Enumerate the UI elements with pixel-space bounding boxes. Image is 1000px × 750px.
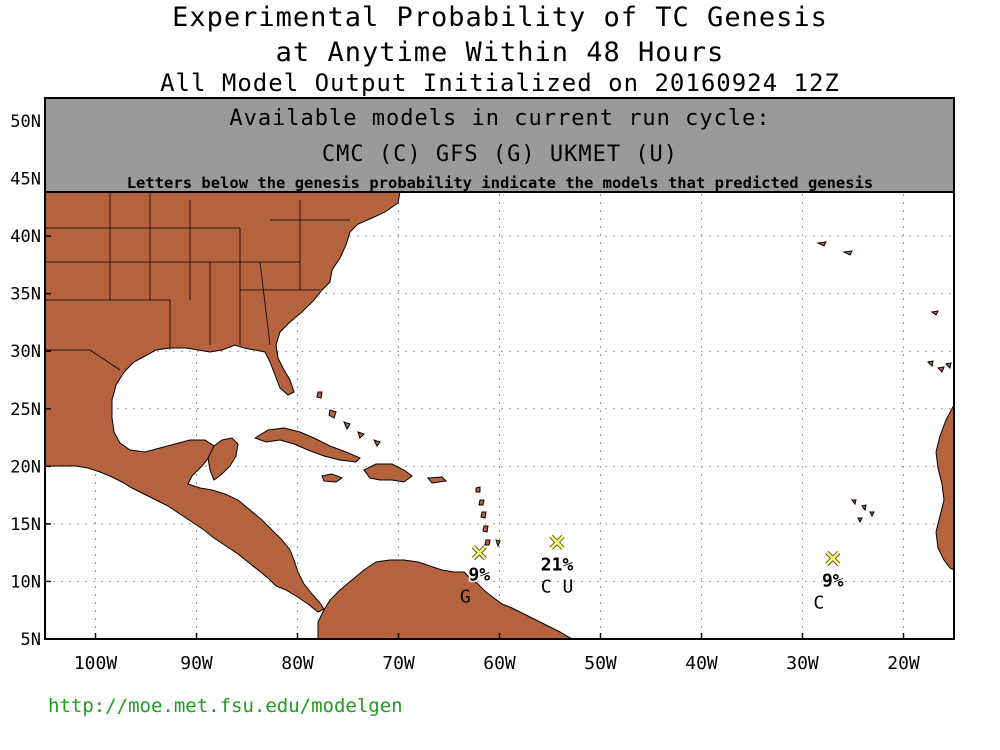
land-bahamas — [316, 391, 381, 447]
lon-tick-label: 70W — [382, 653, 415, 674]
lon-tick-label: 20W — [887, 653, 920, 674]
land-layer — [45, 191, 954, 639]
land-cuba — [253, 427, 361, 463]
lat-tick-label: 45N — [10, 170, 41, 190]
title-line-2: at Anytime Within 48 Hours — [275, 37, 725, 68]
lon-tick-label: 50W — [584, 653, 617, 674]
lon-tick-label: 60W — [483, 653, 516, 674]
lat-tick-label: 40N — [10, 227, 41, 247]
lat-tick-label: 15N — [10, 515, 41, 535]
genesis-marker: 9%C — [813, 550, 845, 613]
land-jamaica — [321, 473, 344, 483]
lat-tick-label: 35N — [10, 285, 41, 305]
genesis-probability: 9% — [822, 570, 844, 591]
marker-x — [550, 535, 564, 550]
genesis-marker: 21%C U — [539, 534, 575, 597]
lat-tick-label: 10N — [10, 572, 41, 592]
lat-tick-label: 25N — [10, 400, 41, 420]
land-lesser-antilles — [475, 486, 501, 548]
marker-x — [472, 545, 487, 560]
title-line-1: Experimental Probability of TC Genesis — [172, 2, 828, 33]
lat-tick-label: 20N — [10, 457, 41, 477]
info-box-line-2: CMC (C) GFS (G) UKMET (U) — [322, 142, 678, 167]
map-axes: 100W 90W 80W 70W 60W 50W 40W 30W 20W 5N 10N 15N 20N 2… — [10, 112, 920, 674]
land-hispaniola — [363, 463, 413, 483]
lon-tick-label: 90W — [180, 653, 213, 674]
genesis-models: C — [813, 592, 824, 613]
land-atlantic-islands — [816, 241, 952, 524]
land-south-america — [317, 559, 573, 639]
lat-tick-label: 50N — [10, 112, 41, 132]
lat-tick-label: 30N — [10, 342, 41, 362]
marker-x — [825, 551, 840, 566]
lat-tick-label: 5N — [21, 630, 41, 650]
title-line-3: All Model Output Initialized on 20160924… — [160, 69, 840, 97]
genesis-probability: 21% — [541, 554, 574, 575]
lon-tick-label: 80W — [281, 653, 314, 674]
info-box-line-1: Available models in current run cycle: — [229, 106, 770, 131]
genesis-points: 9%G21%C U 9%C — [460, 534, 845, 613]
political-borders — [45, 192, 350, 371]
land-puerto-rico — [427, 476, 448, 484]
genesis-models: C U — [541, 576, 574, 597]
land-north-america — [45, 191, 401, 613]
genesis-marker: 9%G — [460, 545, 492, 608]
lon-tick-label: 40W — [685, 653, 718, 674]
lon-tick-label: 100W — [74, 653, 118, 674]
genesis-probability: 9% — [468, 565, 490, 586]
land-yucatan — [207, 437, 239, 481]
info-box-line-3: Letters below the genesis probability in… — [127, 174, 874, 192]
source-url[interactable]: http://moe.met.fsu.edu/modelgen — [48, 695, 403, 717]
lon-tick-label: 30W — [786, 653, 819, 674]
map-frame — [44, 97, 955, 640]
genesis-models: G — [460, 587, 471, 608]
land-africa — [935, 404, 954, 571]
